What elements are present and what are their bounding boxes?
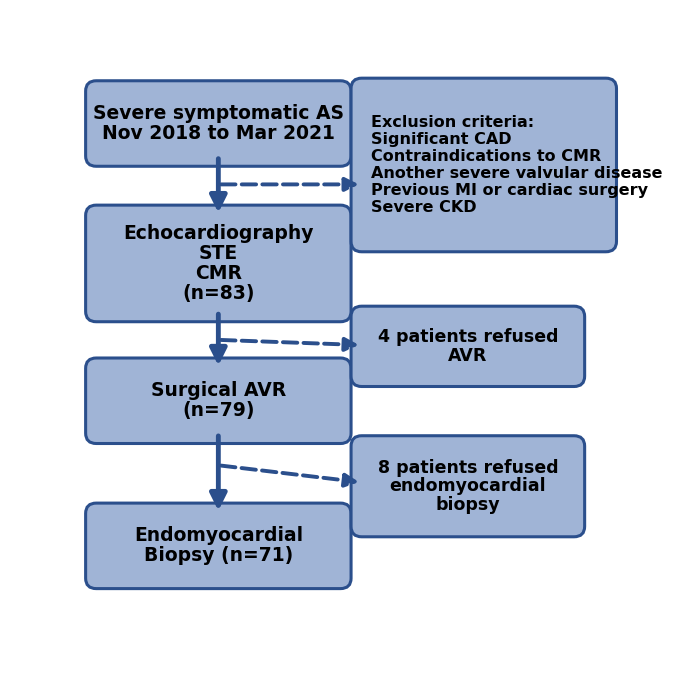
Text: endomyocardial: endomyocardial <box>390 477 546 495</box>
Text: Another severe valvular disease: Another severe valvular disease <box>371 166 662 181</box>
Text: CMR: CMR <box>195 264 242 283</box>
Text: STE: STE <box>199 244 238 263</box>
Text: Nov 2018 to Mar 2021: Nov 2018 to Mar 2021 <box>102 124 335 143</box>
Text: 8 patients refused: 8 patients refused <box>377 459 558 476</box>
Text: Exclusion criteria:: Exclusion criteria: <box>371 115 534 130</box>
Text: AVR: AVR <box>448 347 488 365</box>
Text: biopsy: biopsy <box>436 496 500 513</box>
Text: Biopsy (n=71): Biopsy (n=71) <box>144 546 293 565</box>
FancyBboxPatch shape <box>86 81 351 166</box>
FancyBboxPatch shape <box>86 503 351 589</box>
Text: Endomyocardial: Endomyocardial <box>134 526 303 545</box>
FancyBboxPatch shape <box>86 358 351 444</box>
Text: Echocardiography: Echocardiography <box>123 224 314 243</box>
FancyBboxPatch shape <box>351 435 585 537</box>
FancyBboxPatch shape <box>351 306 585 386</box>
Text: (n=79): (n=79) <box>182 401 255 420</box>
FancyBboxPatch shape <box>86 205 351 322</box>
Text: Surgical AVR: Surgical AVR <box>151 382 286 400</box>
Text: Significant CAD: Significant CAD <box>371 132 512 147</box>
Text: Severe CKD: Severe CKD <box>371 200 477 215</box>
Text: Severe symptomatic AS: Severe symptomatic AS <box>93 104 344 123</box>
Text: (n=83): (n=83) <box>182 284 255 303</box>
Text: Contraindications to CMR: Contraindications to CMR <box>371 149 601 164</box>
Text: Previous MI or cardiac surgery: Previous MI or cardiac surgery <box>371 183 648 198</box>
FancyBboxPatch shape <box>351 78 616 252</box>
Text: 4 patients refused: 4 patients refused <box>377 328 558 346</box>
